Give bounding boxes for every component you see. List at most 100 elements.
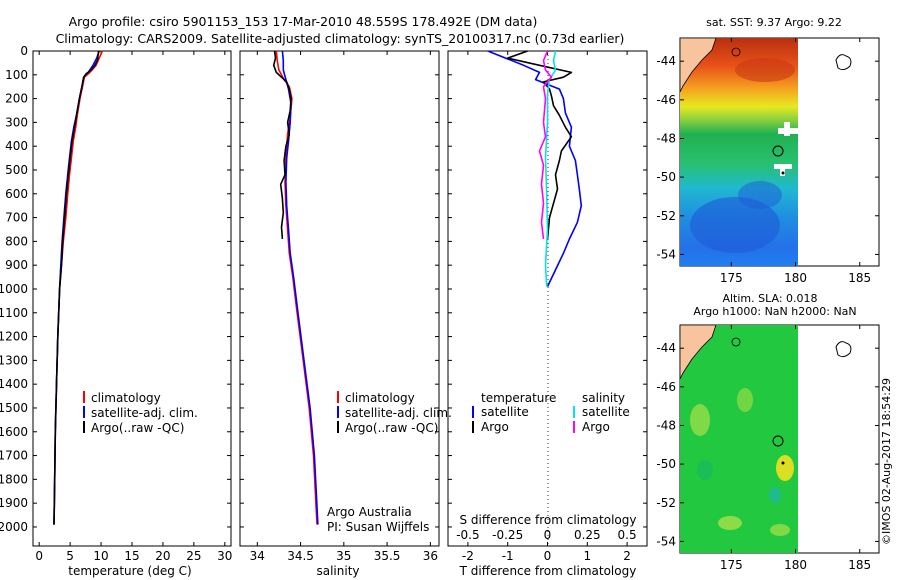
island-outline <box>731 47 741 57</box>
difference-series <box>487 50 583 287</box>
depth-tick-label: 200 <box>5 92 28 106</box>
depth-tick-label: 300 <box>5 115 28 129</box>
argo-position-marker <box>772 145 784 157</box>
sst-map-axis-ticks: 175 180 185 -44 -46 -48 -50 -52 -54 <box>656 38 879 285</box>
difference-axis-ticks: -2 -1 0 1 2 -0.5 -0.25 0 0.25 0.5 <box>448 50 647 563</box>
sla-anomaly-patch <box>737 388 753 412</box>
longitude-tick-label: 185 <box>848 271 871 285</box>
title-line-2: Climatology: CARS2009. Satellite-adjuste… <box>56 31 625 46</box>
sst-map-title: sat. SST: 9.37 Argo: 9.22 <box>706 16 842 29</box>
sla-field <box>680 325 798 553</box>
depth-tick-label: 500 <box>5 163 28 177</box>
sst-cold-patch <box>690 197 780 253</box>
legend-header-temperature: temperature <box>481 391 556 405</box>
sst-cold-patch <box>738 181 782 209</box>
temperature-plot-frame <box>32 50 232 547</box>
sla-anomaly-patch <box>770 524 790 536</box>
sla-heatmap <box>680 325 798 553</box>
latitude-tick-label: -50 <box>656 457 676 471</box>
x-tick-label: 20 <box>155 549 170 563</box>
sla-map-subtitle: Argo h1000: NaN h2000: NaN <box>693 305 856 318</box>
argo-position-dot <box>781 461 785 465</box>
sla-anomaly-patch <box>769 487 781 503</box>
depth-tick-label: 0 <box>20 44 28 58</box>
island-outline <box>835 341 852 358</box>
legend-label-satellite: satellite-adj. clim. <box>91 406 198 420</box>
legend-header-salinity: salinity <box>582 391 625 405</box>
series-line-satellite-adj-clim <box>281 50 319 525</box>
temperature-legend: climatology satellite-adj. clim. Argo(..… <box>83 391 198 435</box>
x-tick-label: -1 <box>502 549 514 563</box>
sst-warm-patch <box>735 58 795 82</box>
longitude-tick-label: 180 <box>784 558 807 572</box>
series-line-s-argo <box>538 50 553 240</box>
temperature-axis-label: temperature (deg C) <box>68 564 191 578</box>
salinity-axis-label: salinity <box>316 564 359 578</box>
x-tick-label: 34 <box>250 549 265 563</box>
sla-anomaly-patch <box>690 404 710 436</box>
x-tick-label: 2 <box>623 549 631 563</box>
longitude-tick-label: 185 <box>848 558 871 572</box>
island-outline <box>835 54 852 71</box>
legend-label-s-satellite: satellite <box>582 405 630 419</box>
latitude-tick-label: -52 <box>656 209 676 223</box>
missing-data-mask <box>780 164 785 176</box>
depth-tick-label: 1200 <box>0 330 28 344</box>
depth-tick-label: 1700 <box>0 449 28 463</box>
s-diff-tick-label: 0 <box>544 528 552 542</box>
sla-map-title: Altim. SLA: 0.018 <box>722 292 817 305</box>
latitude-tick-label: -44 <box>656 54 676 68</box>
legend-label-t-satellite: satellite <box>481 405 529 419</box>
credit-text: Argo Australia <box>327 505 412 519</box>
depth-tick-label: 1800 <box>0 472 28 486</box>
pi-text: PI: Susan Wijffels <box>327 520 429 534</box>
argo-position-marker <box>772 435 784 447</box>
t-difference-axis-label: T difference from climatology <box>459 564 637 578</box>
island-outline <box>731 337 741 347</box>
legend-label-argo: Argo(..raw -QC) <box>91 421 184 435</box>
longitude-tick-label: 175 <box>720 271 743 285</box>
temperature-series <box>53 50 104 525</box>
legend-label-climatology: climatology <box>91 391 161 405</box>
series-line-argo-raw-qc <box>53 50 100 525</box>
s-diff-tick-label: -0.25 <box>492 528 523 542</box>
depth-tick-label: 900 <box>5 258 28 272</box>
depth-tick-label: 1500 <box>0 401 28 415</box>
difference-legend: temperature salinity satellite Argo sate… <box>472 391 630 434</box>
series-line-t-argo <box>506 50 573 240</box>
sst-heatmap <box>680 38 798 266</box>
salinity-legend: climatology satellite-adj. clim. Argo(..… <box>337 391 452 435</box>
x-tick-label: 35.5 <box>374 549 401 563</box>
depth-tick-label: 700 <box>5 211 28 225</box>
depth-tick-label: 800 <box>5 234 28 248</box>
legend-label-s-argo: Argo <box>582 420 610 434</box>
series-line-argo-raw-qc <box>272 50 292 240</box>
x-tick-label: 30 <box>217 549 232 563</box>
s-diff-tick-label: 0.25 <box>574 528 601 542</box>
x-tick-label: 36 <box>423 549 438 563</box>
x-tick-label: 5 <box>66 549 74 563</box>
latitude-tick-label: -46 <box>656 93 676 107</box>
longitude-tick-label: 175 <box>720 558 743 572</box>
series-line-s-satellite <box>544 50 557 287</box>
title-line-1: Argo profile: csiro 5901153_153 17-Mar-2… <box>69 14 538 29</box>
s-diff-tick-label: 0.5 <box>618 528 637 542</box>
land <box>680 38 717 93</box>
x-tick-label: -2 <box>462 549 474 563</box>
latitude-tick-label: -44 <box>656 341 676 355</box>
x-tick-label: 0 <box>35 549 43 563</box>
sla-anomaly-patch <box>697 460 713 480</box>
x-tick-label: 34.5 <box>287 549 314 563</box>
x-tick-label: 35 <box>336 549 351 563</box>
depth-tick-label: 2000 <box>0 520 28 534</box>
x-tick-label: 1 <box>583 549 591 563</box>
depth-tick-label: 600 <box>5 187 28 201</box>
missing-data-mask <box>784 122 790 136</box>
depth-tick-label: 400 <box>5 139 28 153</box>
depth-tick-label: 1400 <box>0 377 28 391</box>
temperature-axis-ticks: 0 5 10 15 20 25 300100200300400500600700800900… <box>0 44 232 563</box>
salinity-axis-ticks: 34 34.5 35 35.5 36 <box>240 50 439 563</box>
depth-tick-label: 100 <box>5 68 28 82</box>
latitude-tick-label: -48 <box>656 418 676 432</box>
imos-watermark: ©IMOS 02-Aug-2017 18:54:29 <box>880 378 893 545</box>
